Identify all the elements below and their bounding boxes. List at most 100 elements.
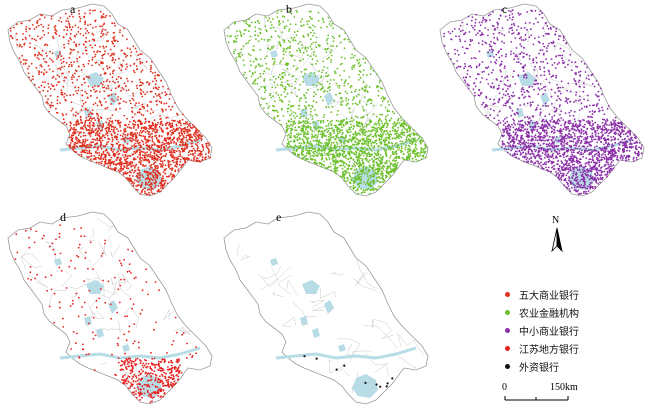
bank-point <box>322 132 325 135</box>
bank-point <box>149 165 152 167</box>
bank-point <box>415 141 417 144</box>
bank-point <box>360 192 363 194</box>
bank-point <box>131 169 134 172</box>
bank-point <box>151 135 154 138</box>
bank-point <box>277 21 280 24</box>
bank-point <box>388 136 390 139</box>
bank-point <box>83 44 85 46</box>
bank-point <box>314 127 317 130</box>
bank-point <box>335 160 338 162</box>
bank-point <box>405 144 407 147</box>
bank-point <box>184 143 187 146</box>
bank-point <box>384 122 386 125</box>
bank-point <box>73 124 75 126</box>
bank-point <box>336 131 339 133</box>
panel-label-b: b <box>286 2 292 16</box>
bank-point <box>100 143 102 146</box>
bank-point <box>353 160 356 163</box>
bank-point <box>300 127 303 130</box>
bank-point <box>498 110 501 113</box>
bank-point <box>106 65 108 68</box>
bank-point <box>136 180 138 182</box>
bank-point <box>173 151 176 154</box>
bank-point <box>52 61 54 63</box>
bank-point <box>407 127 410 129</box>
bank-point <box>98 123 101 125</box>
bank-point <box>103 47 105 49</box>
bank-point <box>264 89 267 92</box>
bank-point <box>381 165 384 168</box>
bank-point <box>116 157 119 160</box>
bank-point <box>367 168 370 171</box>
bank-point <box>382 132 384 135</box>
bank-point <box>35 66 38 69</box>
bank-point <box>71 81 74 84</box>
bank-point <box>170 142 173 144</box>
bank-point <box>330 111 333 114</box>
bank-point <box>117 75 120 78</box>
bank-point <box>196 144 198 147</box>
bank-point <box>379 135 382 138</box>
bank-point <box>307 126 309 128</box>
bank-point <box>419 154 422 157</box>
bank-point <box>322 19 324 21</box>
bank-point <box>151 183 154 186</box>
bank-point <box>369 73 372 76</box>
bank-point <box>38 73 40 76</box>
bank-point <box>138 171 141 174</box>
bank-point <box>353 177 356 179</box>
bank-point <box>89 144 92 147</box>
bank-point <box>335 150 338 152</box>
bank-point <box>278 36 281 39</box>
bank-point <box>336 169 339 172</box>
bank-point <box>120 138 123 141</box>
bank-point <box>49 87 52 90</box>
bank-point <box>153 144 156 146</box>
bank-point <box>126 38 128 41</box>
bank-point <box>138 84 141 87</box>
bank-point <box>354 186 357 189</box>
bank-point <box>290 12 293 15</box>
bank-point <box>372 128 375 131</box>
bank-point <box>312 34 314 37</box>
bank-point <box>348 152 351 155</box>
bank-point <box>135 65 138 67</box>
bank-point <box>141 61 144 64</box>
bank-point <box>123 128 126 131</box>
bank-point <box>96 113 99 115</box>
bank-point <box>63 65 66 68</box>
bank-point <box>130 161 132 163</box>
bank-point <box>310 149 312 152</box>
bank-point <box>171 105 174 108</box>
bank-point <box>107 128 110 131</box>
bank-point <box>398 122 401 124</box>
bank-point <box>140 163 142 166</box>
bank-point <box>77 121 79 123</box>
bank-point <box>271 109 274 112</box>
bank-point <box>351 68 354 70</box>
bank-point <box>303 142 306 145</box>
bank-point <box>157 185 160 187</box>
bank-point <box>347 141 349 144</box>
bank-point <box>332 159 335 162</box>
bank-point <box>387 141 390 143</box>
bank-point <box>363 142 366 145</box>
bank-point <box>39 91 41 93</box>
bank-point <box>356 124 358 127</box>
bank-point <box>370 175 373 178</box>
bank-point <box>387 100 389 103</box>
bank-point <box>377 154 380 157</box>
bank-point <box>148 144 151 147</box>
bank-point <box>84 20 87 23</box>
bank-point <box>161 166 164 168</box>
bank-point <box>57 56 60 59</box>
bank-point <box>282 75 284 78</box>
bank-point <box>144 192 146 195</box>
bank-point <box>184 159 186 162</box>
bank-point <box>47 102 49 105</box>
bank-point <box>360 173 363 176</box>
bank-point <box>338 154 341 157</box>
bank-point <box>333 128 336 131</box>
bank-point <box>333 130 335 133</box>
bank-point <box>135 175 138 178</box>
